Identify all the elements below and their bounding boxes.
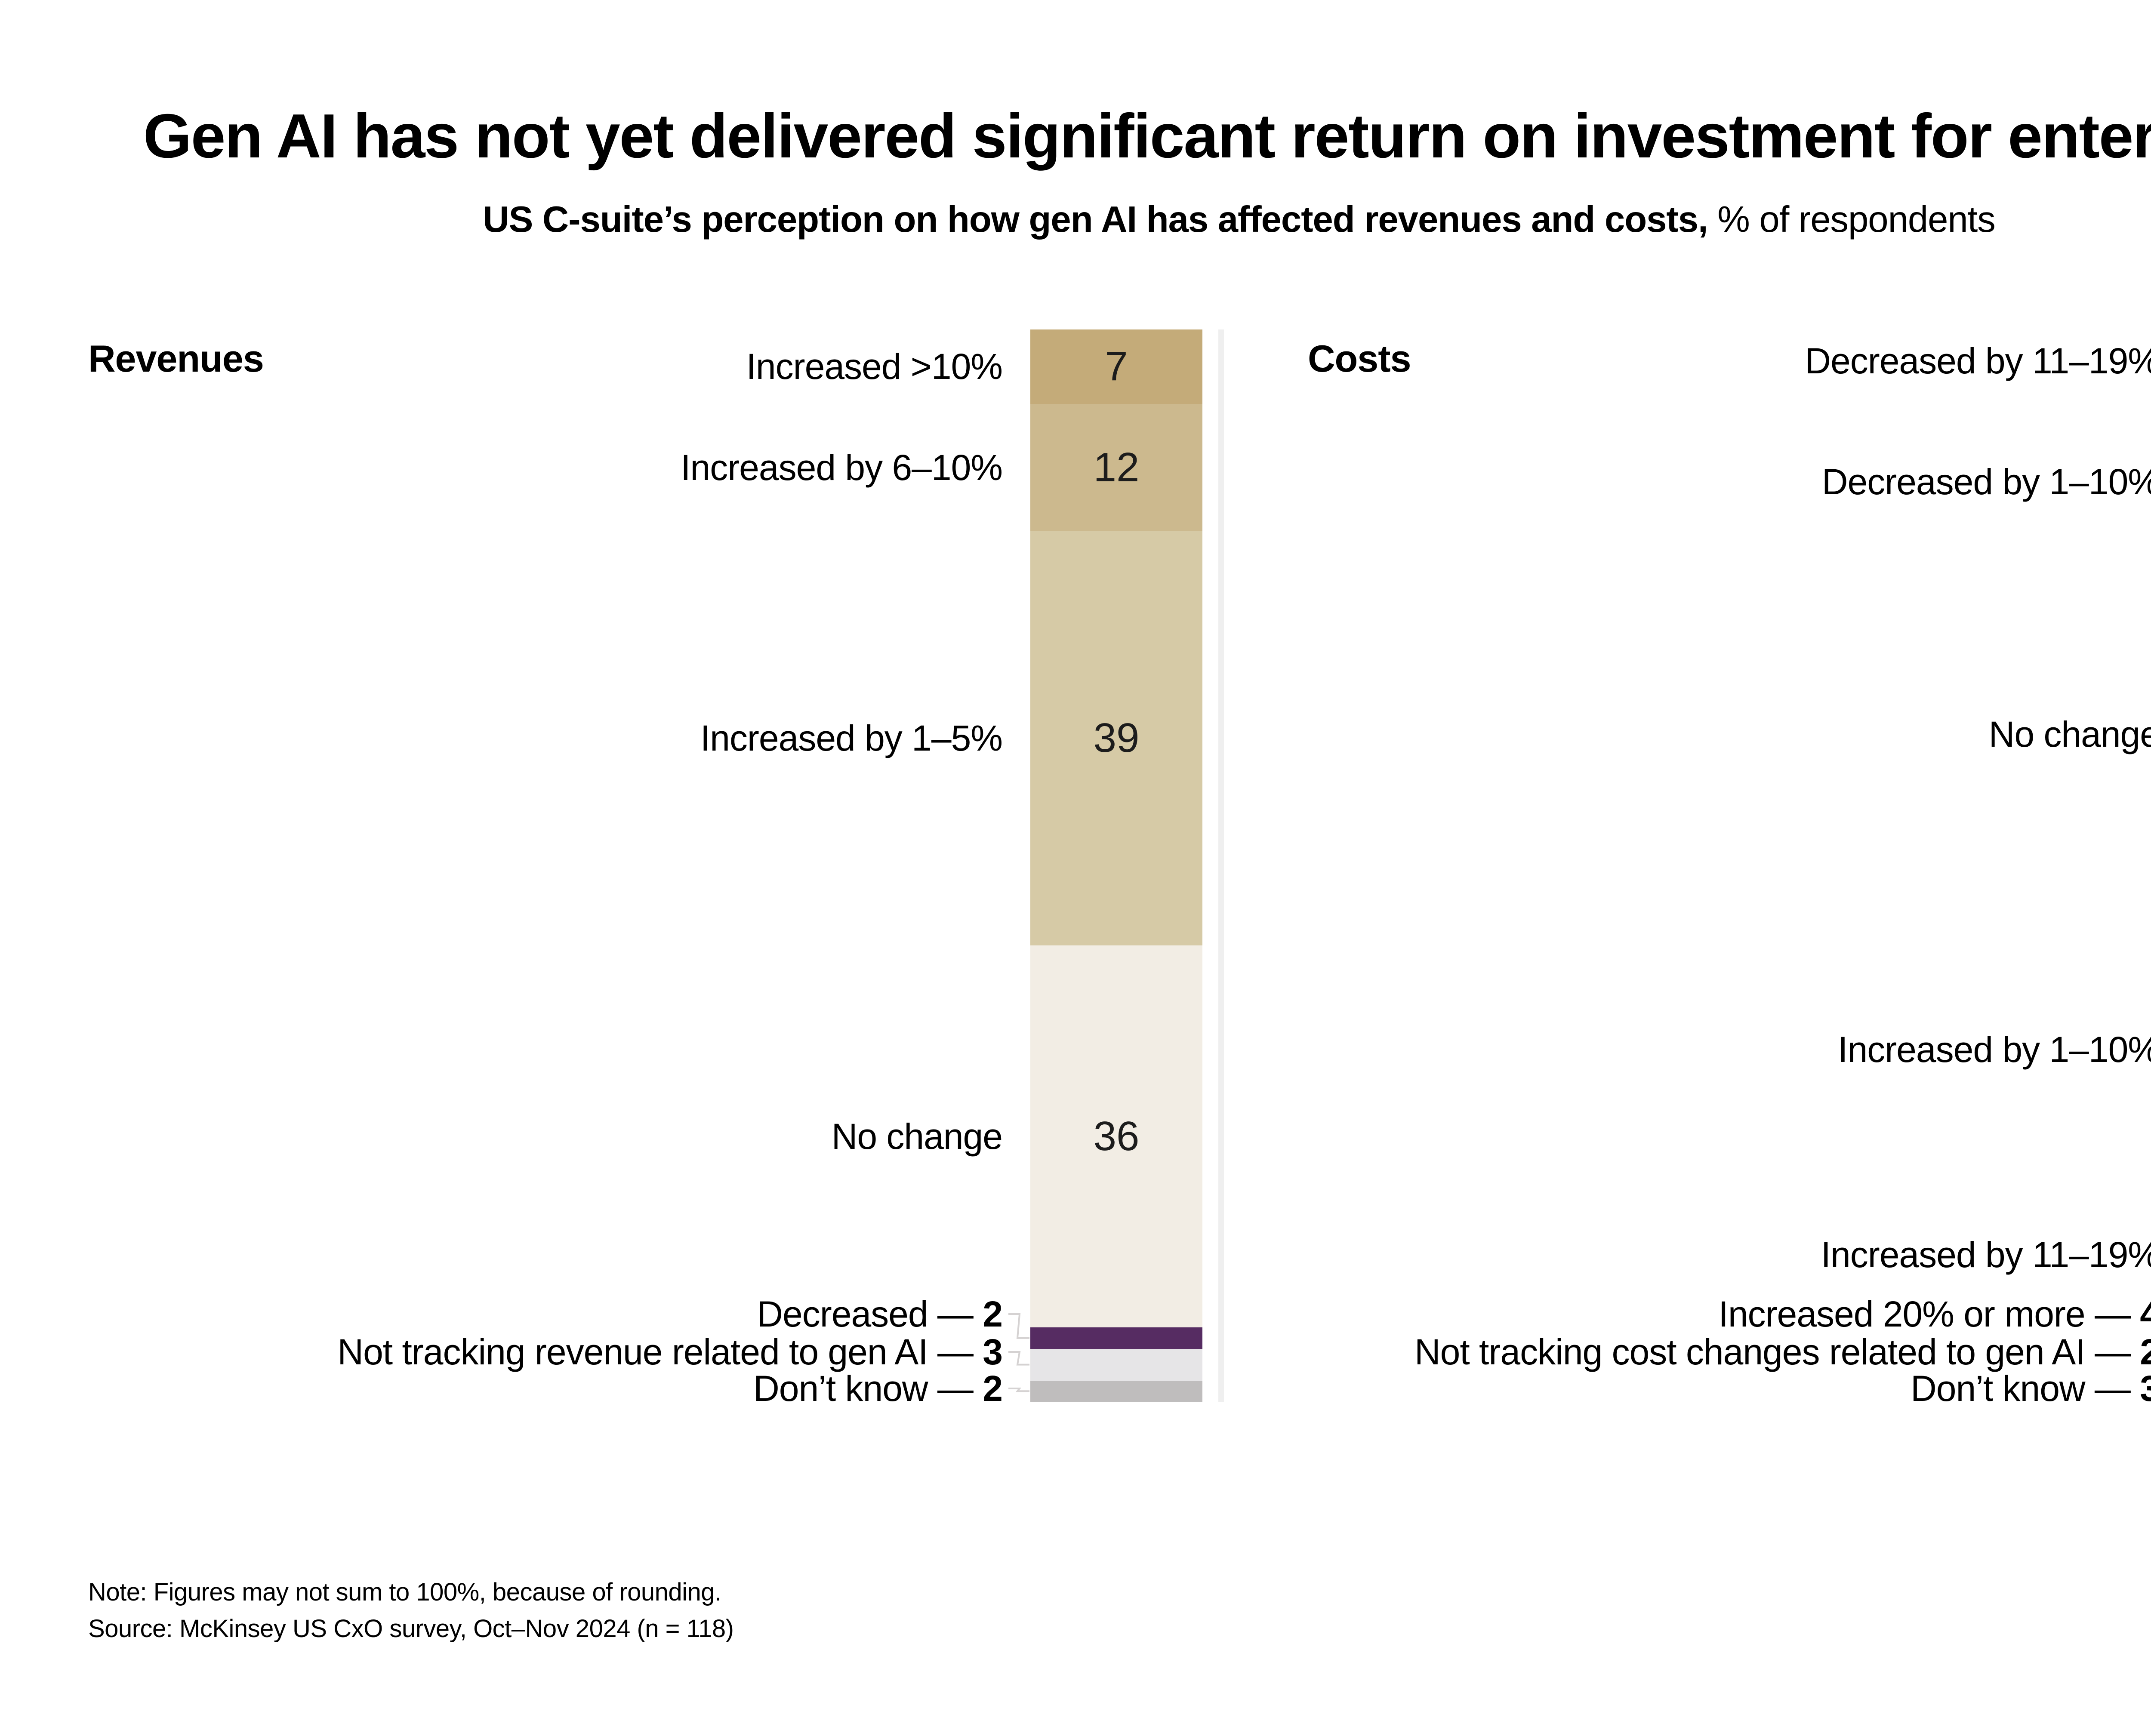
bar-value-label: 7 <box>1105 343 1128 390</box>
segment-label: Decreased by 1–10% <box>1821 462 2151 502</box>
segment-label: Decreased by 11–19% <box>1805 341 2151 382</box>
callout-label-text: Don’t know — <box>1911 1368 2140 1409</box>
bar-segment <box>1030 1327 1202 1349</box>
source-text: Source: McKinsey US CxO survey, Oct–Nov … <box>88 1615 734 1643</box>
callout-label-text: Decreased — <box>757 1294 983 1334</box>
callout-label-value: 4 <box>2140 1294 2151 1334</box>
bar-segment <box>1030 1380 1202 1402</box>
callout-label-value: 2 <box>2140 1332 2151 1372</box>
bar-value-label: 36 <box>1093 1113 1140 1159</box>
stacked-bar-revenues: 7 12 39 36 <box>1030 329 1202 1402</box>
callout-label-text: Not tracking revenue related to gen AI — <box>337 1332 983 1372</box>
callout-label-value: 2 <box>983 1294 1003 1334</box>
callout-label-text: Increased 20% or more — <box>1718 1294 2140 1334</box>
page-subtitle-bold: US C-suite’s perception on how gen AI ha… <box>483 199 1708 240</box>
callout-label-value: 3 <box>2140 1368 2151 1409</box>
page-subtitle-regular: % of respondents <box>1707 199 1996 240</box>
segment-callout-label: Not tracking revenue related to gen AI —… <box>88 1330 1003 1373</box>
segment-label: No change <box>1988 714 2151 754</box>
segment-label: Increased by 11–19% <box>1821 1234 2151 1275</box>
segment-label: Increased by 1–10% <box>1838 1029 2151 1070</box>
leader-line <box>1008 1388 1029 1392</box>
bar-value-label: 39 <box>1093 715 1140 761</box>
callout-label-text: Not tracking cost changes related to gen… <box>1414 1332 2140 1372</box>
bar-segment: 36 <box>1030 945 1202 1328</box>
bar-segment: 7 <box>1030 329 1202 404</box>
segment-label: Increased by 1–5% <box>700 718 1003 759</box>
leader-line <box>1008 1351 1029 1366</box>
segment-callout-label: Increased 20% or more — 4 <box>1308 1293 2151 1336</box>
segment-label: Increased by 6–10% <box>681 447 1003 488</box>
callout-label-value: 2 <box>983 1368 1003 1409</box>
bar-value-label: 12 <box>1093 444 1140 490</box>
segment-callout-label: Not tracking cost changes related to gen… <box>1308 1330 2151 1373</box>
bar-segment: 39 <box>1030 531 1202 945</box>
panel-title-revenues: Revenues <box>88 337 264 380</box>
panel-title-costs: Costs <box>1308 337 1411 380</box>
bar-segment <box>1030 1348 1202 1381</box>
segment-callout-label: Decreased — 2 <box>88 1293 1003 1336</box>
callout-label-value: 3 <box>983 1332 1003 1372</box>
segment-label: No change <box>831 1116 1003 1157</box>
page-subtitle: US C-suite’s perception on how gen AI ha… <box>0 199 2151 241</box>
page-title: Gen AI has not yet delivered significant… <box>143 101 2151 171</box>
segment-callout-label: Don’t know — 3 <box>1308 1367 2151 1410</box>
segment-label: Increased >10% <box>746 346 1003 387</box>
leader-line <box>1008 1313 1029 1339</box>
bar-segment: 12 <box>1030 403 1202 531</box>
panel-divider <box>1218 329 1224 1402</box>
note-text: Note: Figures may not sum to 100%, becau… <box>88 1578 721 1606</box>
segment-callout-label: Don’t know — 2 <box>88 1367 1003 1410</box>
callout-label-text: Don’t know — <box>753 1368 983 1409</box>
